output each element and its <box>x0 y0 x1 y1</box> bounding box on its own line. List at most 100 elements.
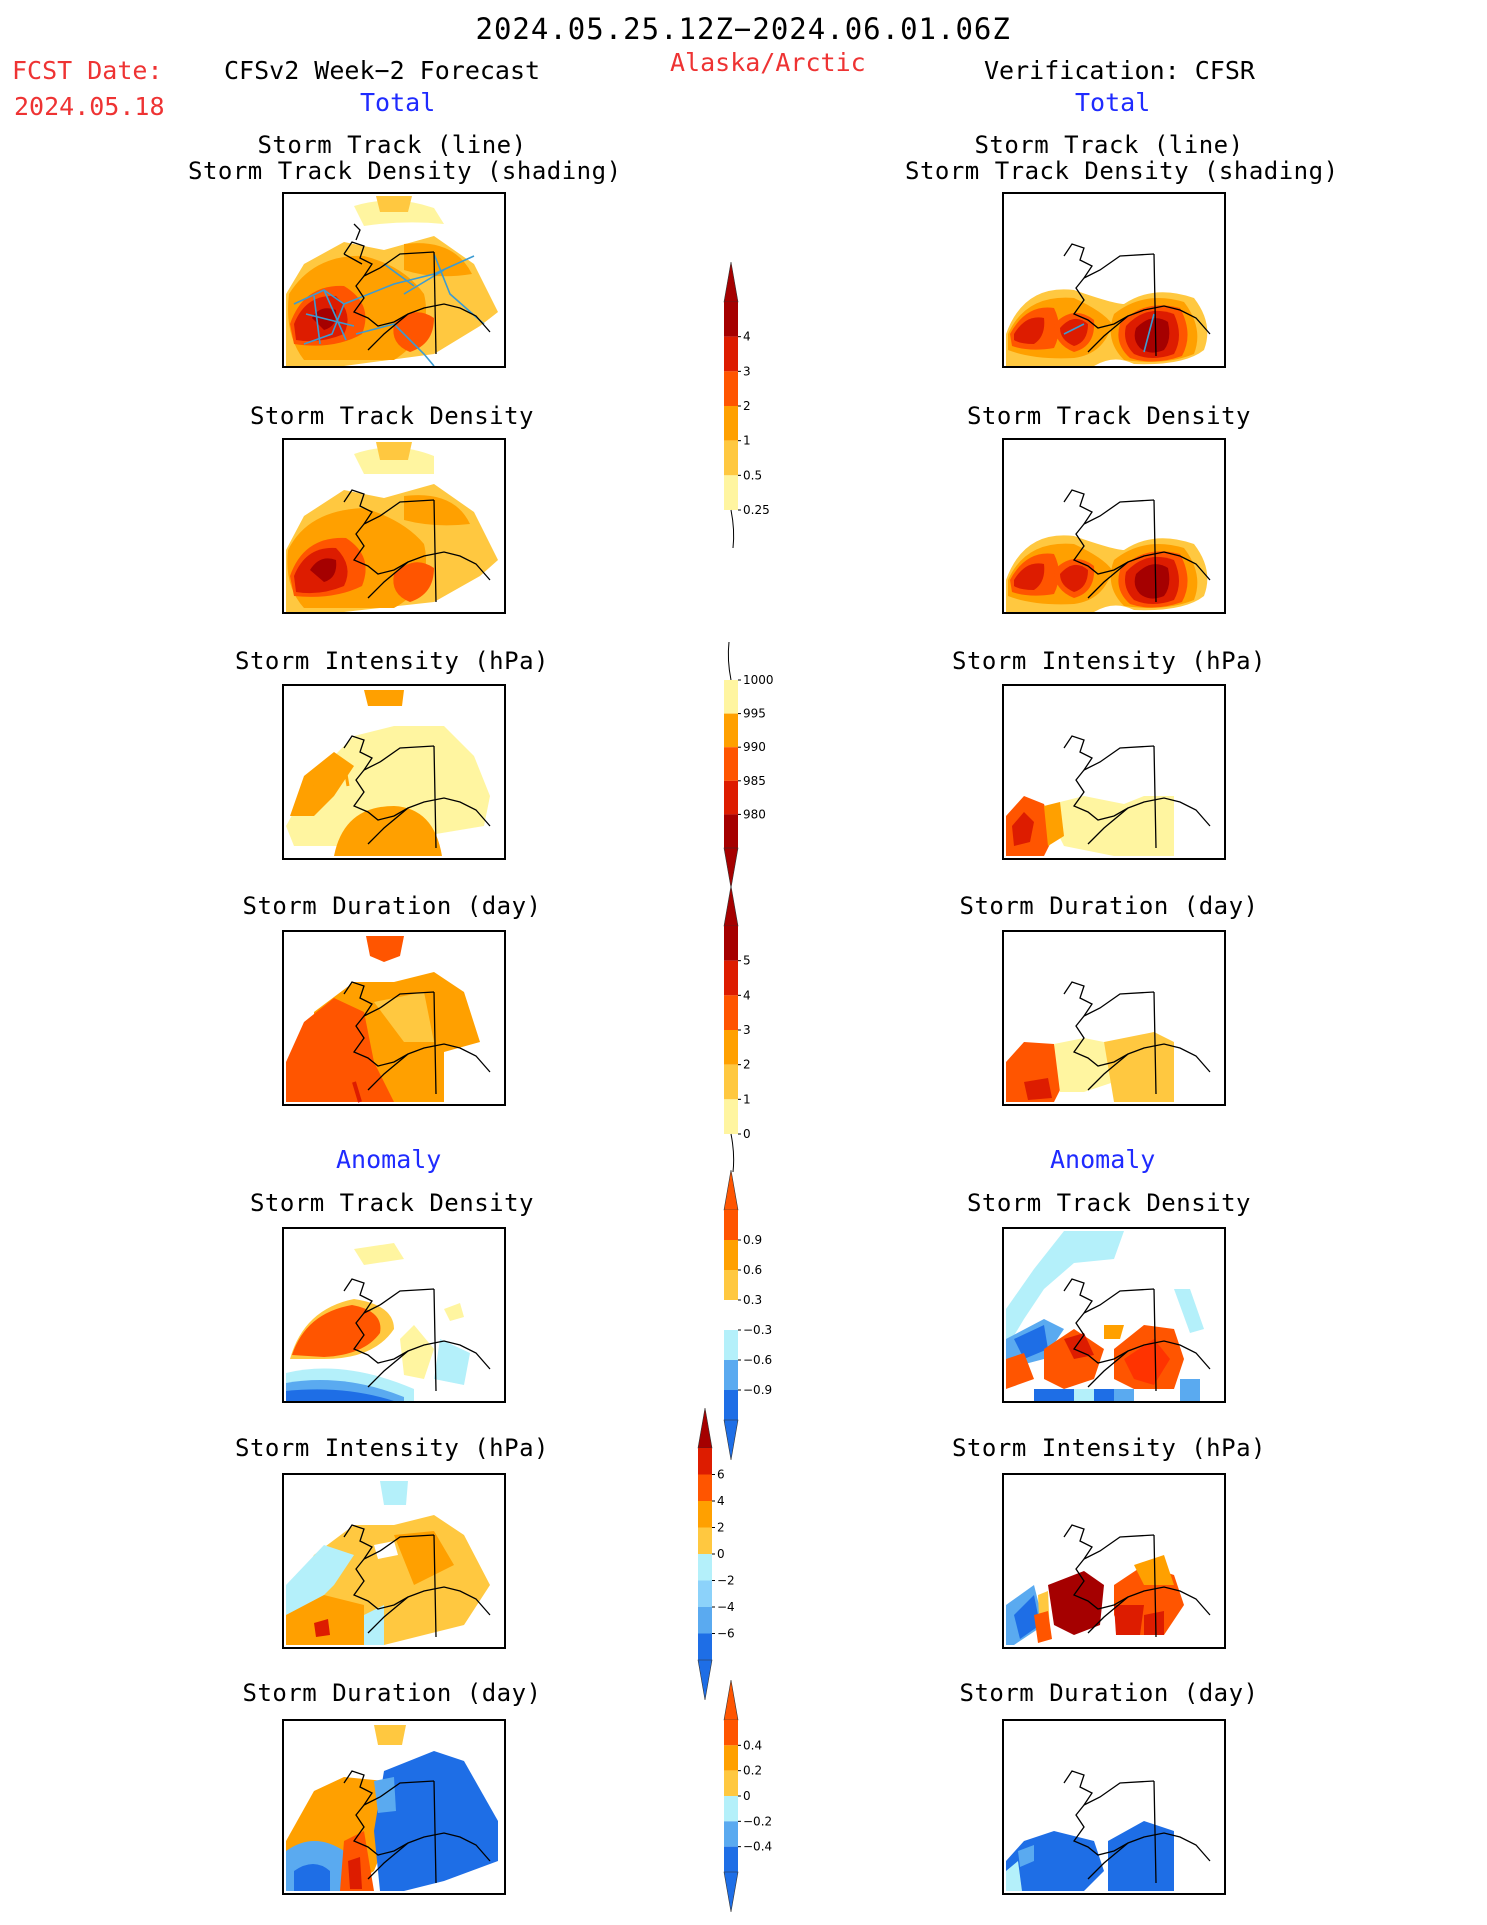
colorbar-segment <box>724 926 738 961</box>
colorbar-bottom-arrow <box>723 847 739 889</box>
verif-intensity-title: Storm Intensity (hPa) <box>952 647 1266 675</box>
verif-track-title: Storm Track (line) Storm Track Density (… <box>905 132 1338 184</box>
verif-intensity-anom-title: Storm Intensity (hPa) <box>952 1434 1266 1462</box>
verif-intensity-map-svg <box>1006 735 1211 856</box>
colorbar-top-tail <box>727 641 732 681</box>
coastline <box>343 1278 491 1392</box>
colorbar-label: 2 <box>743 399 751 413</box>
colorbar-label: 4 <box>743 330 751 344</box>
verif-duration-map-svg <box>1006 981 1211 1102</box>
coastline <box>1063 1770 1211 1884</box>
colorbar-label: 5 <box>743 954 751 968</box>
colorbar-segment <box>724 780 738 815</box>
colorbar-top-arrow <box>697 1407 713 1449</box>
fcst-density-title: Storm Track Density <box>249 402 535 430</box>
coastline <box>343 1770 491 1884</box>
colorbar-segment <box>724 406 738 441</box>
verif-intensity-anom-map <box>1002 1473 1226 1649</box>
coastline <box>1063 981 1211 1095</box>
colorbar-label: −0.9 <box>743 1383 772 1397</box>
colorbar-label: −2 <box>717 1574 735 1588</box>
forecast-total-label: Total <box>360 88 436 117</box>
verification-total-label: Total <box>1075 88 1151 117</box>
fcst-date-label: FCST Date: <box>12 56 163 85</box>
coastline <box>1063 489 1211 603</box>
colorbar-segment <box>698 1580 712 1607</box>
colorbar-density-anomaly: 0.9 0.6 0.3 −0.3 −0.6 −0.9 <box>723 1169 772 1461</box>
colorbar-segment <box>724 1300 738 1330</box>
fcst-intensity-map <box>282 684 506 860</box>
colorbar-segment <box>724 1720 738 1746</box>
verif-density-map-svg <box>1006 489 1211 612</box>
colorbar-bottom-arrow <box>723 1871 739 1913</box>
colorbar-label: −0.4 <box>743 1840 772 1854</box>
colorbar-segment <box>698 1554 712 1581</box>
colorbar-segment <box>724 302 738 337</box>
coastline <box>343 223 491 355</box>
colorbar-segment <box>724 475 738 510</box>
verif-density-anom-map-svg <box>1006 1231 1211 1401</box>
colorbar-label: 1 <box>743 434 751 448</box>
colorbar-top-arrow <box>723 1169 739 1211</box>
colorbar-segment <box>698 1527 712 1554</box>
colorbar-label: −6 <box>717 1627 735 1641</box>
verif-density-anom-map <box>1002 1227 1226 1403</box>
verif-duration-map <box>1002 930 1226 1106</box>
forecast-header: CFSv2 Week−2 Forecast <box>224 56 541 85</box>
colorbar-segment <box>698 1607 712 1634</box>
fcst-track-map-svg <box>286 196 498 366</box>
coastline <box>343 981 491 1095</box>
verif-intensity-map <box>1002 684 1226 860</box>
colorbar-label: −0.3 <box>743 1323 772 1337</box>
colorbar-label: 0.9 <box>743 1233 762 1247</box>
coastline <box>343 1524 491 1638</box>
verif-duration-title: Storm Duration (day) <box>959 892 1259 920</box>
colorbar-segment <box>724 1099 738 1134</box>
colorbar-label: 995 <box>743 707 766 721</box>
colorbar-label: 0.3 <box>743 1293 762 1307</box>
colorbar-bottom-arrow <box>723 1419 739 1461</box>
colorbar-label: 0 <box>717 1547 725 1561</box>
colorbar-segment <box>724 336 738 372</box>
verif-track-map <box>1002 192 1226 368</box>
colorbar-segment <box>698 1448 712 1475</box>
coastline <box>1063 735 1211 849</box>
colorbar-segment <box>724 1821 738 1847</box>
colorbar-density-total: 4 3 2 1 0.5 0.25 <box>723 261 770 549</box>
colorbar-top-arrow <box>723 885 739 927</box>
fcst-density-map <box>282 438 506 614</box>
fcst-density-anom-title: Storm Track Density <box>249 1189 535 1217</box>
coastline <box>1063 1524 1211 1638</box>
fcst-density-anom-map <box>282 1227 506 1403</box>
colorbar-label: 0.2 <box>743 1764 762 1778</box>
verif-intensity-anom-map-svg <box>1006 1524 1211 1645</box>
colorbar-label: 2 <box>743 1058 751 1072</box>
colorbar-intensity-anomaly: 6 4 2 0 −2 −4 −6 <box>697 1407 735 1701</box>
fcst-intensity-map-svg <box>286 690 491 856</box>
colorbar-segment <box>724 747 738 781</box>
colorbar-segment <box>724 680 738 714</box>
fcst-date-value: 2024.05.18 <box>14 92 165 121</box>
period-title: 2024.05.25.12Z−2024.06.01.06Z <box>475 12 1011 46</box>
colorbar-label: 0.25 <box>743 503 770 517</box>
colorbar-segment <box>724 1064 738 1100</box>
verif-track-map-svg <box>1006 243 1211 366</box>
colorbar-bottom-tail <box>730 509 735 549</box>
coastline <box>343 489 491 603</box>
colorbar-label: 985 <box>743 774 766 788</box>
density-shading <box>286 196 498 366</box>
coastline <box>343 735 491 849</box>
verif-density-map <box>1002 438 1226 614</box>
colorbar-segment <box>724 1330 738 1360</box>
colorbar-label: 980 <box>743 807 766 821</box>
colorbar-label: 4 <box>743 988 751 1002</box>
fcst-intensity-anom-title: Storm Intensity (hPa) <box>235 1434 549 1462</box>
verif-duration-anom-map-svg <box>1006 1770 1211 1891</box>
colorbar-segment <box>724 814 738 848</box>
colorbar-label: 0.4 <box>743 1738 762 1752</box>
colorbar-label: 3 <box>743 364 751 378</box>
colorbar-label: 6 <box>717 1468 725 1482</box>
colorbar-segment <box>724 371 738 406</box>
colorbar-segment <box>724 1796 738 1822</box>
forecast-anomaly-label: Anomaly <box>336 1145 442 1174</box>
